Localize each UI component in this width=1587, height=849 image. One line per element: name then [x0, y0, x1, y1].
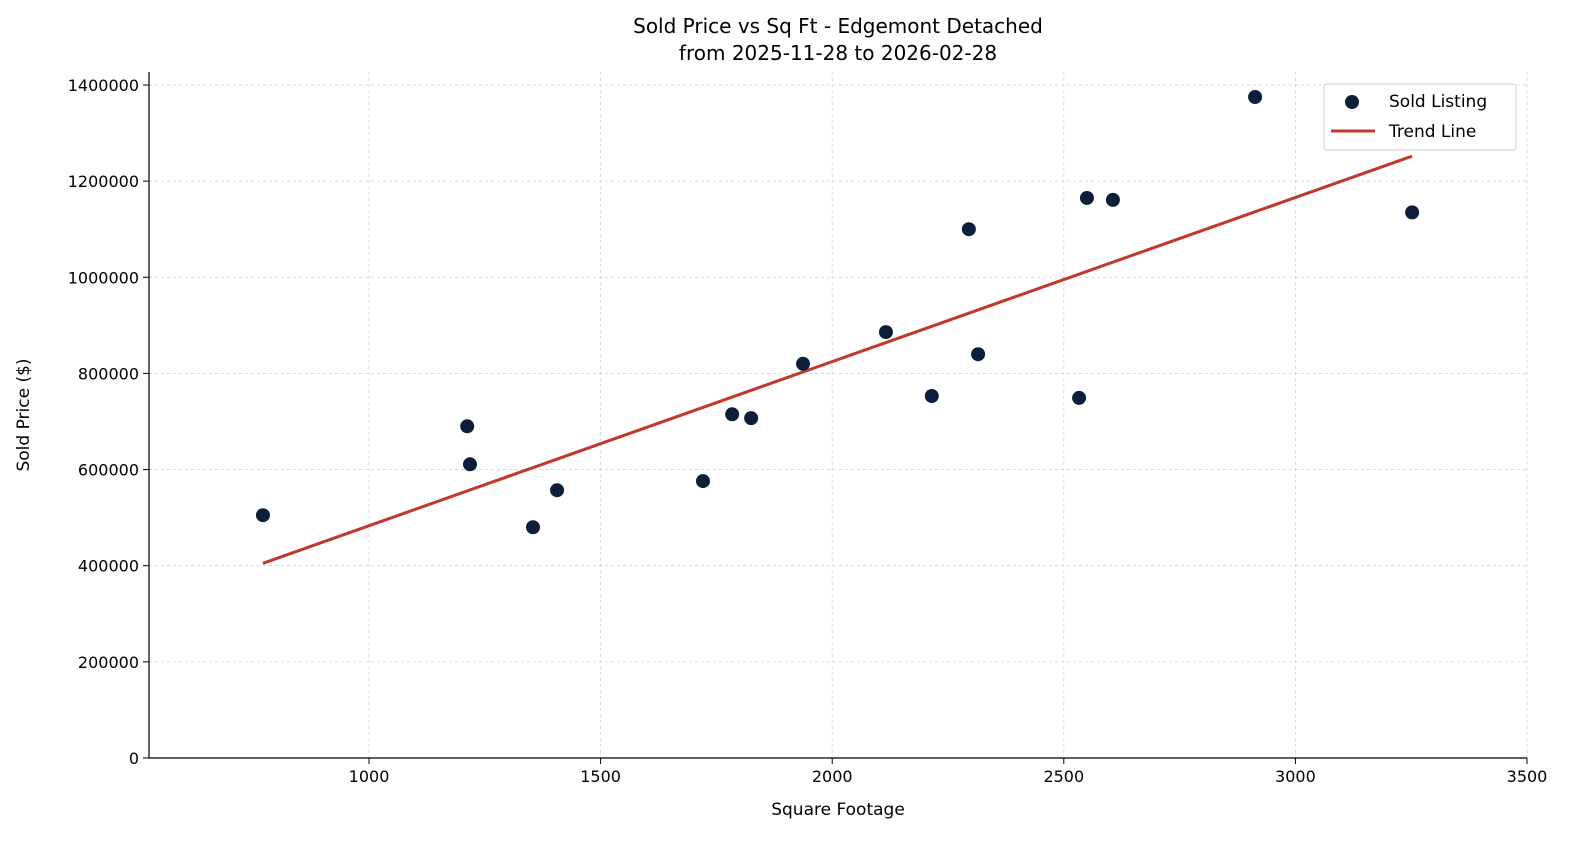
y-tick-label: 0 [129, 749, 139, 768]
y-tick-label: 1400000 [68, 76, 139, 95]
legend-box [1323, 83, 1517, 151]
trend-line [262, 154, 1413, 565]
legend-marker-sold-listing [1345, 95, 1359, 109]
y-tick-label: 800000 [78, 364, 139, 383]
data-point [462, 457, 477, 472]
axes: 1000 1500 2000 2500 3000 3500 0 200000 400000 600… [68, 72, 1548, 786]
data-point [255, 508, 270, 523]
grid [149, 72, 1528, 758]
data-point [924, 389, 939, 404]
x-tick-label: 1500 [580, 767, 621, 786]
x-tick-label: 2000 [812, 767, 853, 786]
data-point [878, 325, 893, 340]
y-axis-label: Sold Price ($) [14, 358, 34, 471]
data-point [460, 419, 475, 434]
data-point [1405, 205, 1420, 220]
data-point [695, 474, 710, 489]
data-point [796, 356, 811, 371]
chart-subtitle: from 2025-11-28 to 2026-02-28 [679, 41, 997, 65]
marks [255, 89, 1420, 565]
data-point [971, 347, 986, 362]
data-point [550, 483, 565, 498]
data-point [1105, 192, 1120, 207]
chart-title: Sold Price vs Sq Ft - Edgemont Detached [633, 14, 1043, 38]
x-tick-label: 2500 [1043, 767, 1084, 786]
x-tick-label: 3000 [1275, 767, 1316, 786]
x-tick-label: 1000 [349, 767, 390, 786]
y-tick-label: 200000 [78, 653, 139, 672]
y-tick-label: 600000 [78, 461, 139, 480]
x-tick-label: 3500 [1507, 767, 1548, 786]
data-point [1079, 190, 1094, 205]
x-axis-label: Square Footage [771, 800, 905, 820]
data-point [1248, 89, 1263, 104]
data-point [961, 222, 976, 237]
legend-label-sold-listing: Sold Listing [1389, 92, 1487, 112]
legend-label-trend-line: Trend Line [1388, 122, 1476, 142]
data-point [525, 520, 540, 535]
data-point [744, 411, 759, 426]
y-tick-label: 400000 [78, 557, 139, 576]
y-tick-label: 1000000 [68, 268, 139, 287]
y-tick-label: 1200000 [68, 172, 139, 191]
data-point [1072, 390, 1087, 405]
legend: Sold Listing Trend Line [1323, 83, 1517, 151]
data-point [725, 407, 740, 422]
